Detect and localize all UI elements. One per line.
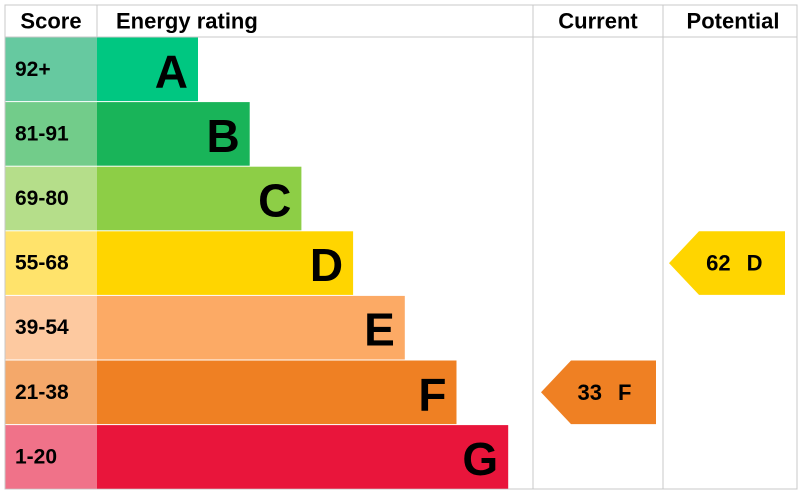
potential-letter: D <box>747 251 763 276</box>
score-cell <box>5 360 97 425</box>
current-arrow <box>541 360 656 425</box>
band-letter: C <box>258 175 291 227</box>
current-letter: F <box>618 380 631 405</box>
score-cell <box>5 425 97 489</box>
band-bar <box>97 360 457 425</box>
score-cell <box>5 231 97 295</box>
band-letter: E <box>364 304 395 356</box>
score-label: 55-68 <box>15 252 69 275</box>
band-bar <box>97 425 509 489</box>
score-cell <box>5 166 97 231</box>
score-label: 92+ <box>15 58 51 81</box>
score-label: 1-20 <box>15 445 57 468</box>
band-letter: F <box>418 368 446 420</box>
band-letter: A <box>155 45 188 97</box>
score-label: 81-91 <box>15 122 69 145</box>
band-bar <box>97 102 250 166</box>
potential-score: 62 <box>706 251 730 276</box>
score-cell <box>5 102 97 166</box>
potential-arrow <box>669 231 785 295</box>
score-label: 21-38 <box>15 381 69 404</box>
score-cell <box>5 295 97 360</box>
header-current: Current <box>558 9 638 34</box>
current-score: 33 <box>578 380 602 405</box>
header-potential: Potential <box>687 9 780 34</box>
score-label: 69-80 <box>15 187 69 210</box>
band-bar <box>97 37 198 102</box>
header-rating: Energy rating <box>116 9 258 34</box>
header-score: Score <box>20 9 81 34</box>
band-bar <box>97 231 354 295</box>
band-letter: D <box>310 239 343 291</box>
score-label: 39-54 <box>15 316 69 339</box>
band-bar <box>97 166 302 231</box>
band-bar <box>97 295 405 360</box>
score-cell <box>5 37 97 102</box>
band-letter: G <box>462 433 498 485</box>
band-letter: B <box>206 110 239 162</box>
